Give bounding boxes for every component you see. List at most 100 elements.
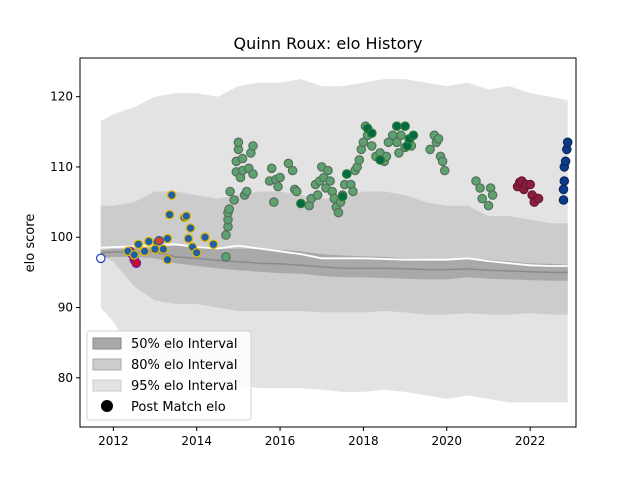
post-match-point <box>391 121 402 131</box>
post-match-point <box>150 244 160 254</box>
post-match-point <box>439 165 450 176</box>
post-match-point <box>348 186 358 197</box>
post-match-point <box>325 176 335 186</box>
post-match-point <box>162 254 173 265</box>
y-axis-label: elo score <box>23 214 38 273</box>
post-match-point <box>471 176 481 186</box>
post-match-point <box>166 190 177 200</box>
post-match-point <box>323 165 333 176</box>
y-tick-label: 80 <box>58 371 73 385</box>
post-match-point <box>162 233 173 244</box>
legend-box <box>86 330 252 421</box>
post-match-point <box>191 247 202 258</box>
legend-marker-post-match <box>101 400 113 412</box>
chart-title: Quinn Roux: elo History <box>234 34 423 53</box>
post-match-point <box>375 155 385 165</box>
legend-label-95: 95% elo Interval <box>131 379 238 394</box>
post-match-point <box>224 204 234 214</box>
post-match-point <box>237 153 248 164</box>
post-match-point <box>559 176 570 186</box>
post-match-point <box>425 144 435 155</box>
legend-label-post-match: Post Match elo <box>131 400 226 415</box>
band-80 <box>100 191 568 315</box>
post-match-point <box>241 186 252 197</box>
post-match-point <box>341 169 352 179</box>
post-match-point <box>225 186 235 197</box>
y-tick-label: 120 <box>50 90 73 104</box>
post-match-point <box>287 165 298 176</box>
plot-frame <box>79 57 577 428</box>
x-tick-label: 2012 <box>98 434 129 448</box>
post-match-point <box>208 239 219 250</box>
post-match-point <box>154 235 164 246</box>
post-match-point <box>560 156 571 167</box>
post-match-point <box>394 148 404 158</box>
post-match-point <box>200 232 210 242</box>
post-match-point <box>477 193 487 204</box>
post-match-point <box>221 252 231 262</box>
post-match-point <box>558 184 569 195</box>
post-match-point <box>221 230 231 240</box>
post-match-point <box>296 198 306 209</box>
post-match-point <box>144 236 154 247</box>
y-tick-label: 110 <box>50 160 73 174</box>
legend-swatch-50 <box>92 337 122 350</box>
post-match-point <box>558 195 569 205</box>
post-match-point <box>354 155 365 165</box>
post-match-point <box>266 163 277 174</box>
band-50 <box>100 245 568 281</box>
post-match-point <box>283 158 294 169</box>
post-match-point <box>337 191 348 202</box>
post-match-point <box>158 244 169 254</box>
post-match-point <box>96 253 106 264</box>
post-match-point <box>483 200 494 211</box>
post-match-point <box>183 233 194 244</box>
legend: 50% elo Interval 80% elo Interval 95% el… <box>86 330 252 421</box>
post-match-point <box>275 172 285 183</box>
post-match-point <box>408 130 419 141</box>
post-match-point <box>475 183 485 193</box>
post-match-point <box>133 239 144 250</box>
post-match-point <box>181 211 192 221</box>
x-tick-label: 2014 <box>181 434 212 448</box>
x-tick-label: 2022 <box>515 434 546 448</box>
legend-swatch-95 <box>92 379 122 392</box>
post-match-point <box>164 209 175 220</box>
post-match-point <box>487 190 498 200</box>
post-match-point <box>358 137 369 148</box>
legend-swatch-80 <box>92 358 122 371</box>
post-match-point <box>229 195 239 205</box>
x-tick-label: 2016 <box>265 434 296 448</box>
legend-label-50: 50% elo Interval <box>131 337 238 352</box>
post-match-point <box>139 246 150 257</box>
post-match-point <box>391 137 402 148</box>
post-match-point <box>248 141 258 151</box>
post-match-point <box>233 137 244 148</box>
post-match-point <box>433 134 444 144</box>
post-match-point <box>562 137 573 148</box>
post-match-point <box>291 186 302 197</box>
post-match-point <box>396 130 406 141</box>
post-match-point <box>437 156 448 167</box>
y-tick-label: 90 <box>58 301 73 315</box>
mean-line <box>100 243 568 267</box>
median-line <box>100 251 568 274</box>
post-match-point <box>533 193 544 204</box>
post-match-point <box>400 121 410 131</box>
post-match-point <box>333 207 344 218</box>
post-match-point <box>248 169 258 179</box>
post-match-point <box>131 258 142 268</box>
post-match-point <box>273 181 283 192</box>
post-match-point <box>268 197 279 207</box>
post-match-point <box>129 250 139 260</box>
post-match-point <box>312 190 323 200</box>
post-match-point <box>366 141 377 151</box>
y-tick-label: 100 <box>50 230 73 244</box>
post-match-point <box>366 128 377 138</box>
legend-label-80: 80% elo Interval <box>131 358 238 373</box>
post-match-point <box>185 223 196 233</box>
post-match-point <box>525 179 535 190</box>
x-tick-label: 2020 <box>432 434 463 448</box>
x-tick-label: 2018 <box>348 434 379 448</box>
